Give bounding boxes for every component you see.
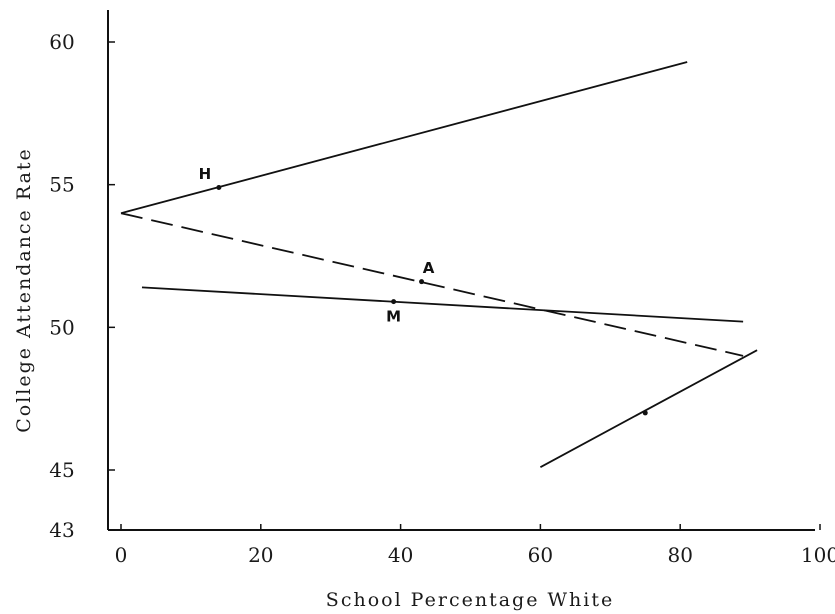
y-tick-label: 45 <box>49 458 74 482</box>
axes <box>107 10 815 531</box>
y-tick-label: 50 <box>49 315 74 339</box>
series-line-unlabeled <box>539 349 758 468</box>
series-point-h <box>216 185 222 191</box>
series-point-a <box>419 279 425 285</box>
series-layer: H A M <box>120 61 758 468</box>
series-point-unlabeled <box>642 410 648 416</box>
y-axis-title: College Attendance Rate <box>13 147 35 433</box>
x-ticks: 0 20 40 60 80 100 <box>115 524 835 567</box>
y-tick-label: 43 <box>49 518 74 542</box>
x-axis-title: School Percentage White <box>326 589 614 611</box>
x-tick-label: 40 <box>388 543 413 567</box>
series-label-h: H <box>199 165 212 183</box>
series-label-m: M <box>386 308 401 326</box>
series-line-h <box>120 61 688 215</box>
x-tick-label: 20 <box>248 543 273 567</box>
y-tick-label: 60 <box>49 30 74 54</box>
x-tick-label: 60 <box>528 543 553 567</box>
x-tick-label: 80 <box>667 543 692 567</box>
series-label-a: A <box>423 259 435 277</box>
x-tick-label: 0 <box>115 543 128 567</box>
series-line-a <box>120 212 744 357</box>
y-ticks: 43 45 50 55 60 <box>49 30 115 542</box>
y-tick-label: 55 <box>49 173 74 197</box>
series-line-m <box>141 286 744 323</box>
series-point-m <box>391 299 397 305</box>
x-tick-label: 100 <box>801 543 835 567</box>
